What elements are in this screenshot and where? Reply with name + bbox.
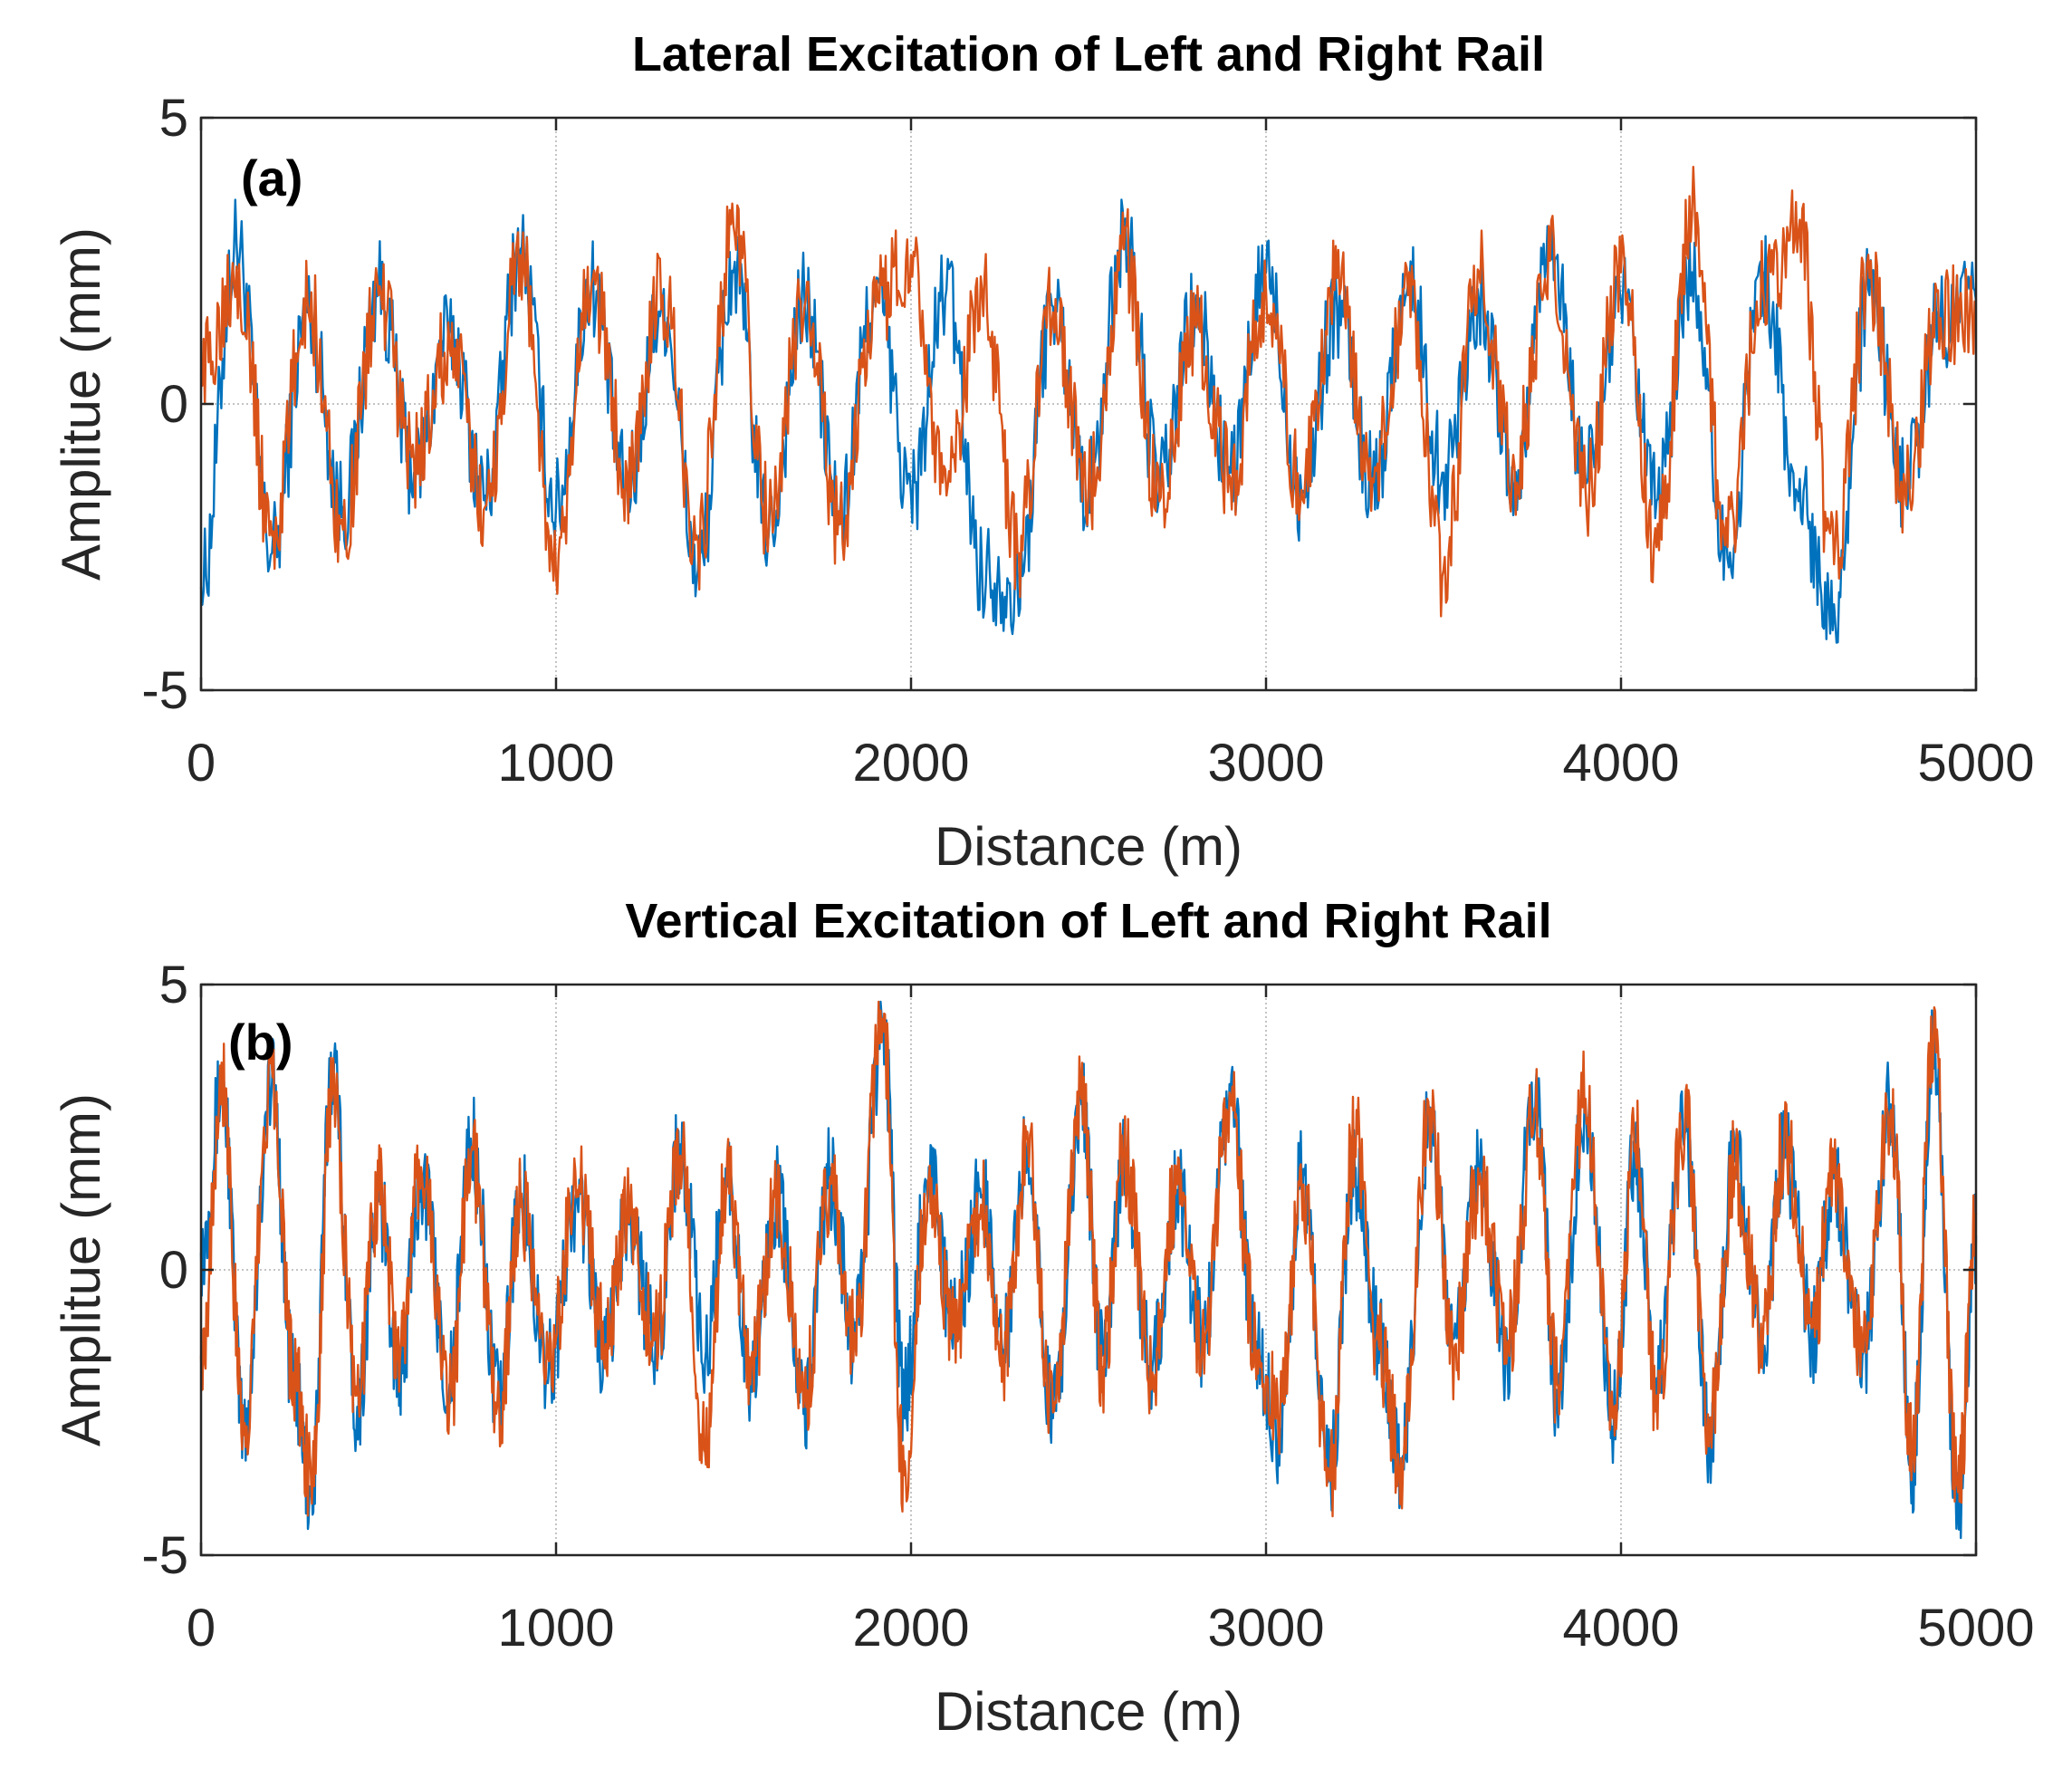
y-axis-label: Amplitue (mm) bbox=[51, 227, 111, 581]
x-tick-label: 2000 bbox=[852, 1599, 969, 1658]
chart-title: Lateral Excitation of Left and Right Rai… bbox=[632, 27, 1545, 82]
x-axis-label: Distance (m) bbox=[935, 1681, 1242, 1742]
series-line-right-rail bbox=[199, 1000, 1978, 1518]
x-tick-label: 3000 bbox=[1207, 1599, 1324, 1658]
y-tick-label: 5 bbox=[159, 956, 188, 1014]
y-axis-label: Amplitue (mm) bbox=[51, 1093, 111, 1446]
x-tick-label: 0 bbox=[187, 734, 216, 793]
y-tick-label: 5 bbox=[159, 89, 188, 148]
x-tick-label: 5000 bbox=[1917, 734, 2034, 793]
x-tick-label: 2000 bbox=[852, 734, 969, 793]
x-tick-label: 1000 bbox=[497, 734, 614, 793]
y-tick-label: -5 bbox=[141, 1526, 188, 1585]
panel-label: (b) bbox=[228, 1014, 293, 1071]
chart-title: Vertical Excitation of Left and Right Ra… bbox=[625, 894, 1551, 948]
x-tick-label: 4000 bbox=[1562, 1599, 1679, 1658]
x-tick-label: 0 bbox=[187, 1599, 216, 1658]
x-axis-label: Distance (m) bbox=[935, 816, 1242, 877]
y-tick-label: 0 bbox=[159, 375, 188, 434]
x-tick-label: 5000 bbox=[1917, 1599, 2034, 1658]
panel-label: (a) bbox=[241, 149, 302, 207]
x-tick-label: 3000 bbox=[1207, 734, 1324, 793]
x-tick-label: 4000 bbox=[1562, 734, 1679, 793]
x-tick-label: 1000 bbox=[497, 1599, 614, 1658]
panel-a: 0 1000 2000 3000 4000 5000 -5 0 5 Lateral Excitat… bbox=[51, 27, 2035, 877]
y-tick-label: -5 bbox=[141, 661, 188, 720]
y-tick-label: 0 bbox=[159, 1241, 188, 1300]
panel-b: 0 1000 2000 3000 4000 5000 -5 0 5 Vertical Excita… bbox=[51, 894, 2035, 1742]
series-line-right-rail bbox=[199, 165, 1978, 618]
